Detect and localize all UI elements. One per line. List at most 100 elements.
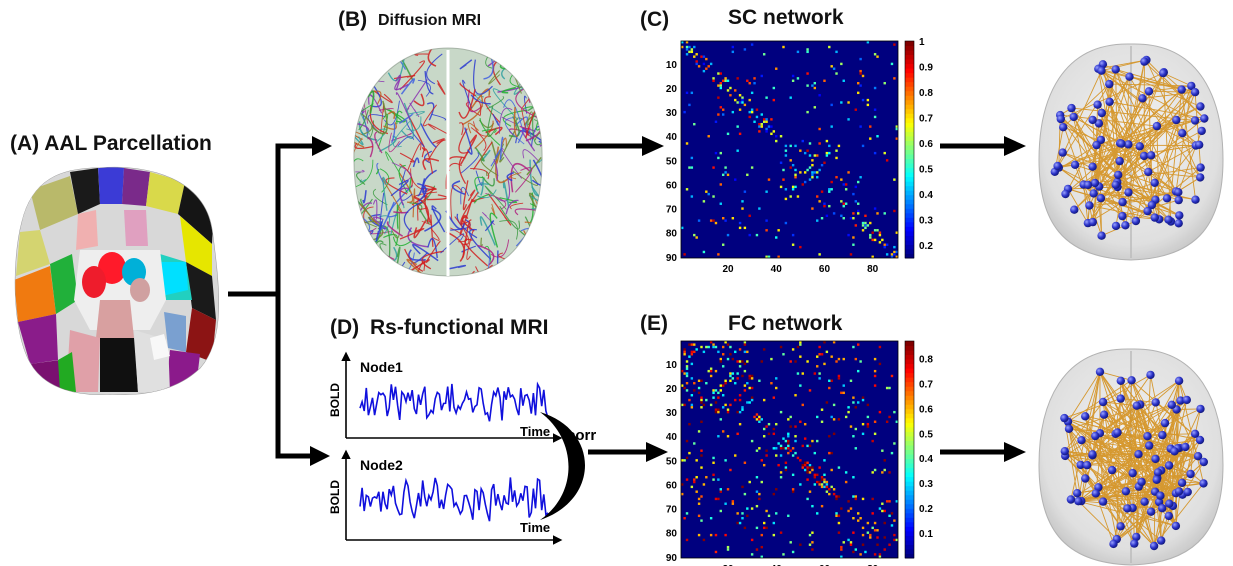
- network-edge: [1099, 433, 1113, 471]
- network-node: [1200, 114, 1209, 123]
- fc-matrix-cell: [690, 343, 694, 346]
- network-node: [1085, 201, 1094, 210]
- fc-matrix-cell: [799, 459, 802, 462]
- fc-matrix-cell: [772, 396, 776, 399]
- fc-matrix-cell: [743, 461, 747, 464]
- fc-matrix-cell: [724, 379, 727, 382]
- sc-matrix-cell: [741, 96, 744, 99]
- network-node: [1092, 140, 1101, 150]
- network-edge: [1135, 486, 1140, 537]
- sc-matrix-cell: [705, 190, 708, 193]
- fc-matrix-cell: [803, 463, 807, 467]
- fc-matrix-cell: [852, 495, 855, 498]
- fc-matrix-cell: [803, 468, 807, 472]
- fc-matrix-cell: [854, 357, 858, 361]
- network-node: [1137, 477, 1146, 487]
- fc-matrix-cell: [861, 533, 865, 537]
- fc-matrix-cell: [734, 350, 737, 354]
- sc-matrix-cell: [741, 98, 744, 102]
- fc-matrix-cell: [729, 345, 732, 349]
- network-node: [1196, 102, 1205, 111]
- fc-matrix-cell: [883, 509, 886, 513]
- fc-matrix-cell: [861, 497, 865, 501]
- network-node: [1197, 126, 1206, 136]
- fc-matrix-cell: [811, 504, 814, 508]
- fc-matrix-cell: [789, 541, 792, 544]
- fc-matrix-cell: [852, 476, 855, 479]
- fc-matrix-cell: [719, 509, 722, 513]
- sc-matrix-cell: [883, 151, 886, 155]
- sc-ytick-label: 40: [666, 132, 678, 143]
- sc-matrix-cell: [832, 212, 836, 215]
- sc-matrix-cell: [750, 43, 754, 46]
- fc-matrix-cell: [770, 357, 773, 361]
- fc-matrix-cell: [796, 345, 800, 349]
- fc-matrix-cell: [767, 432, 771, 436]
- panel-e-title: FC network: [728, 312, 843, 335]
- fc-matrix-cell: [854, 406, 858, 409]
- fc-matrix-cell: [895, 500, 898, 503]
- sc-matrix-cell: [789, 96, 792, 99]
- fc-matrix-cell: [685, 439, 689, 443]
- sc-matrix-cell: [690, 48, 694, 51]
- sc-matrix-cell: [864, 221, 867, 225]
- fc-matrix-cell: [760, 480, 763, 484]
- panel-d-letter: (D): [330, 316, 360, 339]
- sc-matrix-cell: [748, 233, 751, 237]
- sc-matrix-cell: [861, 221, 865, 225]
- sc-matrix-cell: [876, 212, 879, 215]
- sc-matrix-cell: [765, 255, 768, 258]
- sc-matrix-cell: [825, 214, 829, 218]
- fc-matrix-cell: [770, 381, 773, 385]
- fc-matrix-cell: [808, 463, 812, 467]
- fc-matrix-cell: [893, 519, 896, 522]
- network-node: [1157, 536, 1166, 545]
- fc-matrix-cell: [693, 343, 696, 346]
- fc-matrix-cell: [775, 512, 778, 515]
- fc-matrix-cell: [888, 500, 891, 503]
- fc-matrix-cell: [784, 461, 788, 464]
- fc-matrix-cell: [697, 391, 701, 395]
- network-edge: [1092, 400, 1181, 455]
- sc-matrix-cell: [743, 103, 747, 107]
- network-node: [1059, 123, 1068, 132]
- sc-matrix-cell: [859, 57, 862, 61]
- network-edge: [1078, 495, 1161, 502]
- fc-matrix-cell: [830, 451, 833, 455]
- sc-matrix-cell: [717, 156, 720, 160]
- fc-matrix-cell: [748, 386, 751, 390]
- sc-matrix-cell: [857, 180, 860, 184]
- sc-matrix-cell: [702, 55, 706, 58]
- network-node: [1124, 140, 1133, 149]
- sc-matrix-cell: [770, 118, 773, 121]
- sc-matrix-cell: [695, 60, 698, 63]
- sc-matrix-cell: [753, 81, 756, 85]
- sc-matrix-cell: [746, 173, 749, 177]
- fc-matrix-cell: [724, 341, 727, 344]
- fc-matrix-cell: [883, 468, 886, 472]
- sc-matrix-cell: [796, 195, 800, 198]
- sc-matrix-cell: [775, 139, 778, 143]
- fc-matrix-cell: [873, 384, 877, 387]
- fc-matrix-cell: [775, 386, 778, 390]
- network-node: [1064, 424, 1074, 433]
- fc-matrix-cell: [794, 435, 797, 438]
- fc-ytick-label: 70: [666, 505, 678, 516]
- fc-matrix-cell: [724, 502, 727, 505]
- sc-matrix-cell: [738, 108, 742, 111]
- fc-matrix-cell: [840, 507, 843, 510]
- sc-matrix-cell: [808, 166, 812, 169]
- fc-matrix-cell: [685, 365, 689, 368]
- network-node: [1123, 504, 1132, 513]
- fc-matrix-cell: [794, 360, 797, 363]
- fc-matrix-cell: [881, 471, 884, 474]
- sc-matrix-cell: [724, 79, 727, 82]
- sc-matrix-cell: [796, 77, 800, 80]
- sc-matrix-cell: [813, 171, 817, 174]
- fc-matrix-cell: [873, 374, 877, 378]
- fc-matrix-cell: [695, 490, 698, 493]
- network-node: [1151, 398, 1160, 407]
- fc-matrix-cell: [806, 444, 809, 448]
- fc-matrix-cell: [760, 545, 763, 549]
